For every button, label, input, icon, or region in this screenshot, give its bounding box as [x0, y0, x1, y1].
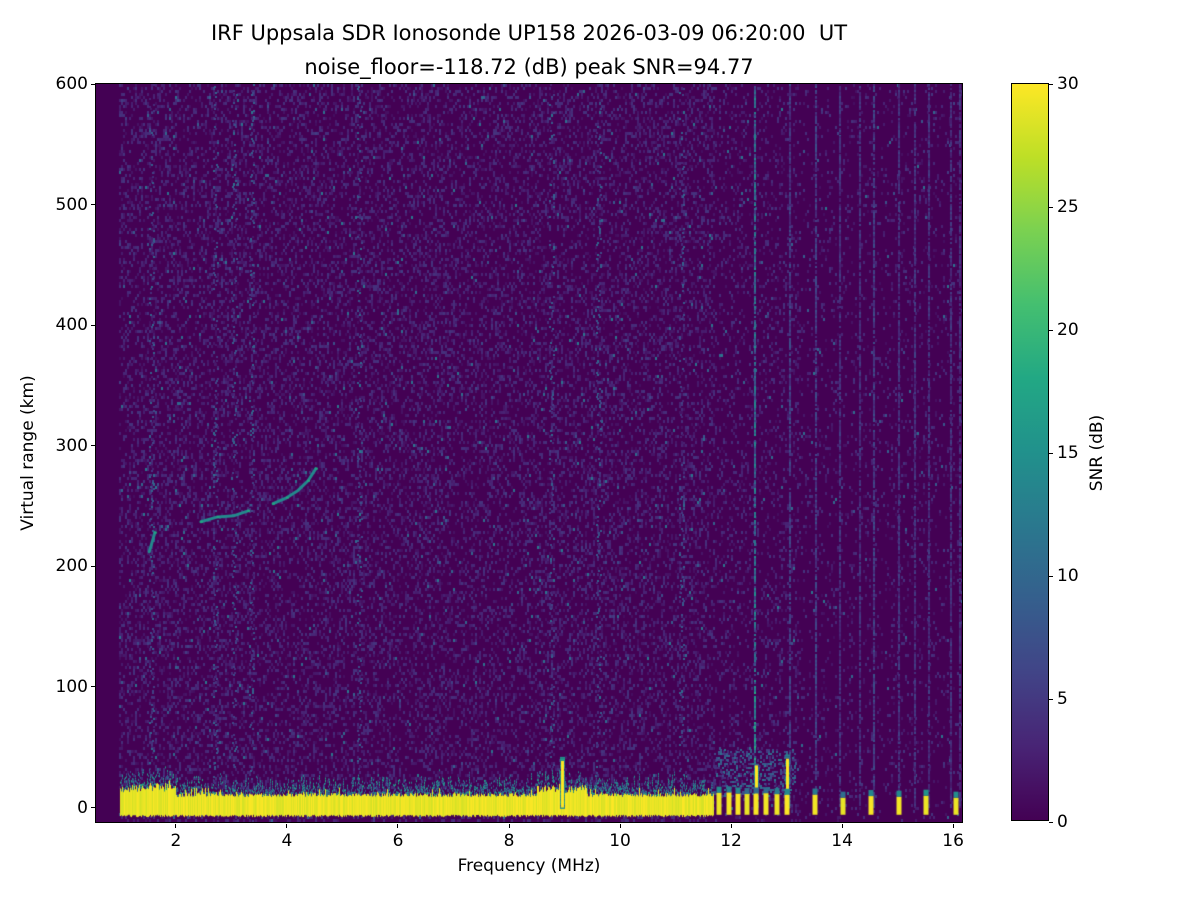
colorbar-tick-label: 5	[1057, 689, 1068, 709]
x-tick-mark	[952, 824, 954, 828]
colorbar-tick-mark	[1049, 698, 1053, 700]
y-tick-mark	[91, 807, 95, 809]
x-tick-label: 8	[503, 831, 515, 851]
y-tick-mark	[91, 204, 95, 206]
x-tick-label: 10	[609, 831, 631, 851]
colorbar-tick-mark	[1049, 206, 1053, 208]
x-tick-label: 12	[720, 831, 742, 851]
colorbar-label: SNR (dB)	[1087, 414, 1107, 492]
x-tick-mark	[397, 824, 399, 828]
colorbar-tick-mark	[1049, 575, 1053, 577]
x-tick-label: 4	[281, 831, 293, 851]
x-tick-mark	[619, 824, 621, 828]
colorbar-tick-mark	[1049, 329, 1053, 331]
plot-area	[95, 83, 963, 823]
x-tick-label: 6	[392, 831, 404, 851]
x-tick-mark	[508, 824, 510, 828]
colorbar	[1011, 83, 1049, 821]
colorbar-tick-label: 20	[1057, 320, 1079, 340]
y-axis-label: Virtual range (km)	[18, 375, 38, 531]
x-tick-label: 14	[831, 831, 853, 851]
x-tick-mark	[286, 824, 288, 828]
colorbar-tick-label: 15	[1057, 443, 1079, 463]
colorbar-tick-mark	[1049, 821, 1053, 823]
colorbar-tick-label: 10	[1057, 566, 1079, 586]
y-tick-label: 300	[55, 435, 88, 456]
y-tick-mark	[91, 83, 95, 85]
x-tick-label: 16	[942, 831, 964, 851]
x-axis-label: Frequency (MHz)	[457, 856, 601, 876]
y-tick-mark	[91, 324, 95, 326]
colorbar-tick-mark	[1049, 452, 1053, 454]
colorbar-tick-mark	[1049, 83, 1053, 85]
y-tick-label: 100	[55, 676, 88, 697]
y-tick-mark	[91, 445, 95, 447]
colorbar-tick-label: 25	[1057, 197, 1079, 217]
figure-title: IRF Uppsala SDR Ionosonde UP158 2026-03-…	[210, 21, 848, 45]
y-tick-mark	[91, 565, 95, 567]
colorbar-tick-label: 30	[1057, 74, 1079, 94]
colorbar-tick-label: 0	[1057, 812, 1068, 832]
y-tick-label: 400	[55, 315, 88, 336]
y-tick-label: 500	[55, 194, 88, 215]
x-tick-mark	[841, 824, 843, 828]
colorbar-gradient	[1012, 84, 1048, 820]
figure-subtitle: noise_floor=-118.72 (dB) peak SNR=94.77	[304, 55, 754, 79]
x-tick-mark	[175, 824, 177, 828]
x-tick-mark	[730, 824, 732, 828]
y-tick-label: 600	[55, 74, 88, 94]
y-tick-label: 200	[55, 556, 88, 577]
x-tick-label: 2	[170, 831, 182, 851]
y-tick-label: 0	[77, 797, 88, 818]
ionogram-heatmap-canvas	[96, 84, 962, 822]
y-tick-mark	[91, 686, 95, 688]
